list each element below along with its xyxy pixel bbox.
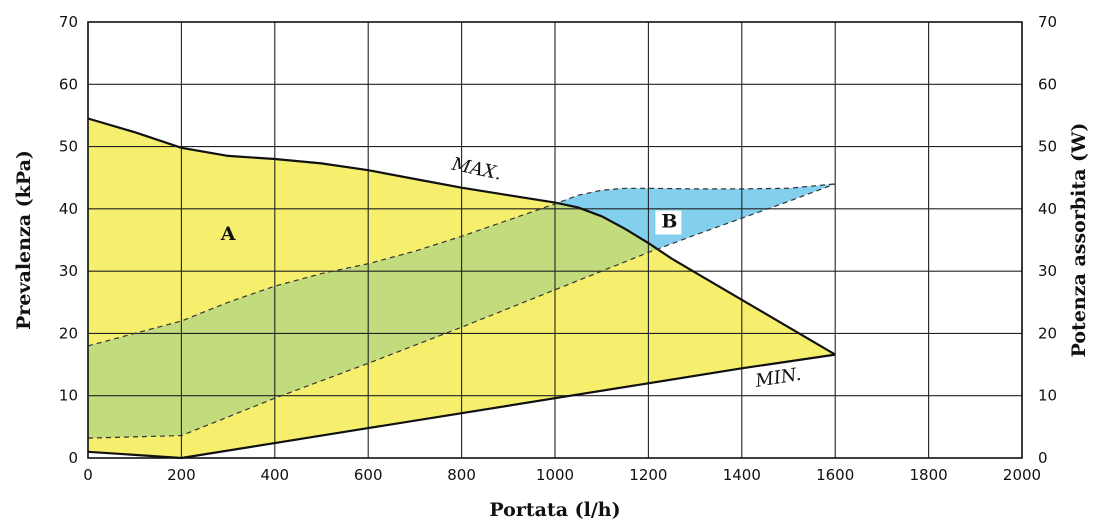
x-tick-label: 200 xyxy=(167,466,196,484)
y-tick-label-left: 10 xyxy=(59,387,78,405)
region-label-a: A xyxy=(220,223,236,245)
region-label-b: B xyxy=(661,211,677,233)
y-tick-label-left: 70 xyxy=(59,13,78,31)
region-b-label-bg xyxy=(655,210,682,235)
y-tick-label-left: 60 xyxy=(59,75,78,93)
x-tick-label: 1200 xyxy=(629,466,667,484)
x-tick-label: 1800 xyxy=(910,466,948,484)
y-axis-left-title: Prevalenza (kPa) xyxy=(13,150,35,330)
x-tick-label: 0 xyxy=(83,466,93,484)
y-tick-label-right: 70 xyxy=(1038,13,1057,31)
chart-curves xyxy=(87,117,836,460)
y-tick-label-left: 40 xyxy=(59,200,78,218)
plot-frame xyxy=(87,21,1023,459)
power-min-curve xyxy=(87,183,836,439)
power-max-curve xyxy=(87,183,836,347)
y-tick-label-right: 0 xyxy=(1038,449,1048,467)
y-tick-label-right: 20 xyxy=(1038,324,1057,342)
y-tick-label-right: 30 xyxy=(1038,262,1057,280)
x-tick-label: 1600 xyxy=(816,466,854,484)
x-tick-label: 2000 xyxy=(1003,466,1041,484)
curve-label-min: MIN. xyxy=(753,364,803,392)
tick-labels: 0 200 400 600 800 1000 1200 1400 1600 1800 2000010… xyxy=(59,13,1057,484)
x-tick-label: 400 xyxy=(260,466,289,484)
x-tick-label: 600 xyxy=(354,466,383,484)
max-curve xyxy=(87,117,836,356)
x-tick-label: 1000 xyxy=(536,466,574,484)
y-tick-label-right: 10 xyxy=(1038,387,1057,405)
min-curve xyxy=(87,353,836,460)
x-axis-title: Portata (l/h) xyxy=(489,499,620,521)
curve-label-max: MAX. xyxy=(449,154,503,185)
y-tick-label-left: 20 xyxy=(59,324,78,342)
y-tick-label-left: 50 xyxy=(59,138,78,156)
x-tick-label: 1400 xyxy=(723,466,761,484)
y-tick-label-right: 40 xyxy=(1038,200,1057,218)
y-axis-right-title: Potenza assorbita (W) xyxy=(1068,123,1090,358)
y-tick-label-left: 30 xyxy=(59,262,78,280)
y-tick-label-right: 60 xyxy=(1038,75,1057,93)
y-tick-label-right: 50 xyxy=(1038,138,1057,156)
x-tick-label: 800 xyxy=(447,466,476,484)
y-tick-label-left: 0 xyxy=(68,449,78,467)
